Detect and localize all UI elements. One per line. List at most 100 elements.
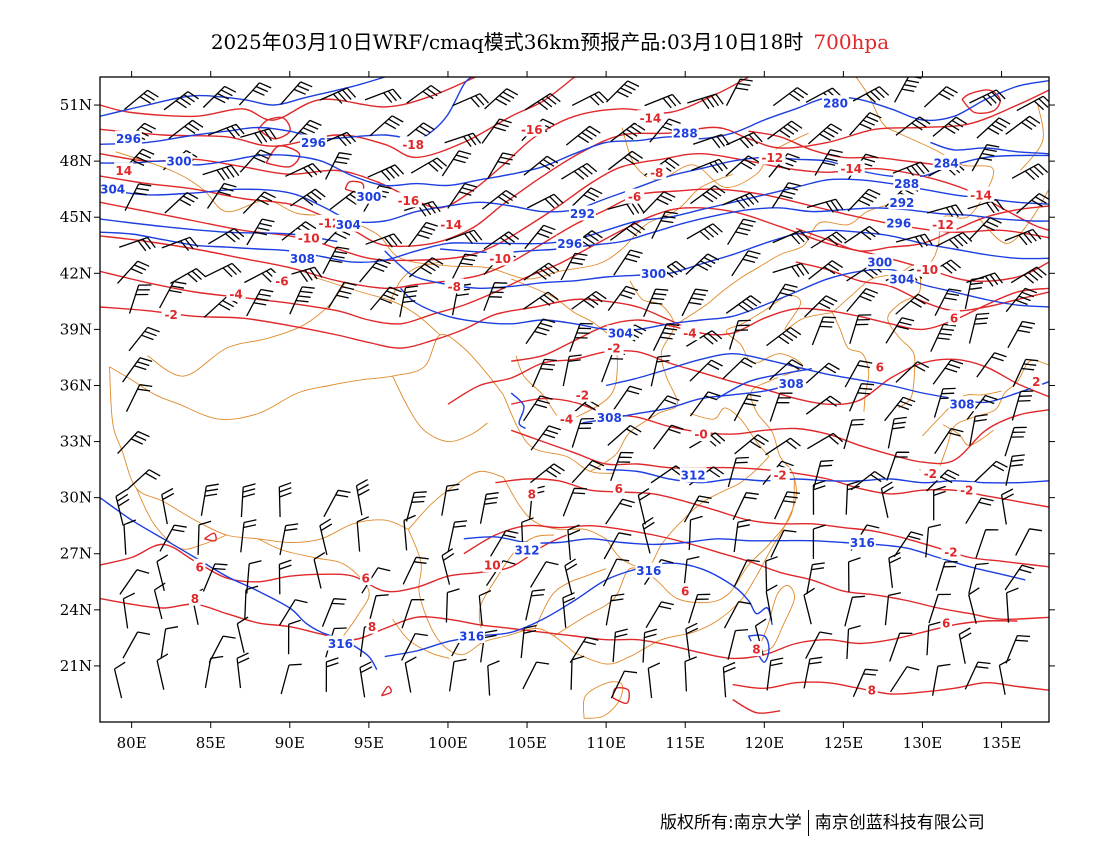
wind-barb (976, 117, 1011, 139)
wind-barb (236, 652, 250, 689)
temperature-label: -18 (402, 138, 424, 152)
wind-barb (561, 162, 598, 180)
wind-barb (244, 585, 259, 620)
wind-barb (483, 282, 508, 311)
temperature-label: 6 (362, 572, 370, 586)
wind-barb (124, 183, 152, 211)
wind-barb (733, 559, 760, 588)
boundary-line (502, 476, 607, 540)
wind-barb (727, 456, 749, 488)
wind-barb (880, 481, 894, 518)
temperature-contour (795, 261, 1049, 312)
height-label: 308 (290, 252, 315, 266)
lat-tick-label: 30N (60, 489, 92, 507)
wind-barb (650, 355, 671, 387)
height-label: 284 (934, 157, 959, 171)
wind-barb (923, 86, 958, 108)
wind-barb (240, 128, 277, 144)
height-contour (606, 468, 1049, 484)
temperature-label: -4 (229, 287, 242, 301)
wind-barb (725, 132, 763, 149)
lon-tick-label: 105E (507, 734, 547, 752)
wind-barb (565, 125, 601, 146)
temperature-label: -10 (916, 263, 938, 277)
wind-barb (246, 288, 274, 317)
wind-barb (969, 413, 988, 446)
temperature-contour (961, 89, 1001, 115)
boundary-line (392, 618, 450, 659)
wind-barb (523, 395, 553, 422)
height-label: 296 (886, 216, 911, 230)
wind-barb (766, 657, 784, 691)
wind-barb (156, 653, 169, 690)
wind-barb (278, 482, 292, 518)
wind-barb (208, 635, 236, 664)
height-label-bg (458, 628, 486, 643)
wind-barb (1005, 115, 1041, 135)
temperature-label: -2 (944, 545, 957, 559)
height-label-bg (848, 534, 876, 550)
wind-barb (895, 293, 930, 315)
boundary-line (388, 261, 441, 304)
wind-barb (122, 357, 153, 383)
boundary-line (831, 312, 870, 412)
height-label: 300 (356, 190, 381, 204)
wind-barb (445, 229, 483, 244)
wind-barb (769, 359, 804, 381)
wind-barb (926, 621, 942, 656)
wind-barb (613, 249, 643, 276)
wind-barb (765, 556, 778, 592)
wind-barb (325, 152, 352, 180)
wind-barb (447, 182, 478, 209)
wind-barb (648, 395, 680, 420)
temperature-label-bg (395, 192, 422, 208)
temperature-label-bg (161, 306, 181, 322)
wind-barb (1004, 228, 1042, 246)
wind-barb (810, 231, 847, 249)
wind-barb (168, 119, 204, 140)
lon-tick-label: 90E (275, 734, 305, 752)
height-label-bg (327, 635, 354, 651)
temperature-label: 6 (195, 560, 203, 574)
wind-barb (444, 132, 482, 147)
wind-barb (369, 115, 404, 137)
wind-barb (525, 318, 556, 345)
wind-barb (445, 588, 460, 623)
temperature-label-bg (486, 250, 514, 266)
wind-barb (562, 487, 587, 517)
temperature-label-bg (518, 121, 546, 137)
lon-tick-label: 85E (196, 734, 226, 752)
wind-barb (691, 158, 728, 174)
wind-barb (1010, 266, 1047, 284)
wind-barb (410, 157, 448, 174)
temperature-contour (611, 687, 630, 705)
height-label-bg (635, 562, 663, 578)
wind-barb (290, 188, 326, 207)
wind-barb (319, 518, 333, 556)
wind-barb (734, 434, 769, 455)
wind-barb (727, 218, 756, 246)
wind-barb (930, 323, 957, 352)
wind-barb (1012, 358, 1039, 387)
wind-barb (805, 87, 843, 103)
wind-barb (644, 93, 682, 109)
wind-barb (202, 563, 228, 592)
temperature-label: -12 (932, 218, 954, 232)
wind-barb (968, 587, 980, 624)
height-label-bg (777, 375, 805, 391)
temperature-label: 8 (752, 643, 760, 657)
lat-tick-label: 24N (60, 601, 92, 619)
temperature-label-bg (193, 558, 206, 574)
temperature-label: -6 (275, 274, 288, 288)
wind-barb (603, 532, 632, 560)
height-contour (400, 268, 1049, 331)
wind-barb (1011, 390, 1034, 421)
wind-barb (732, 492, 759, 521)
wind-barb (852, 86, 890, 103)
wind-barb (240, 519, 257, 553)
lat-tick-label: 45N (60, 208, 92, 226)
wind-barb (766, 326, 802, 347)
temperature-label-bg (525, 485, 538, 501)
wind-barb (969, 89, 1006, 106)
height-label-bg (289, 250, 316, 266)
